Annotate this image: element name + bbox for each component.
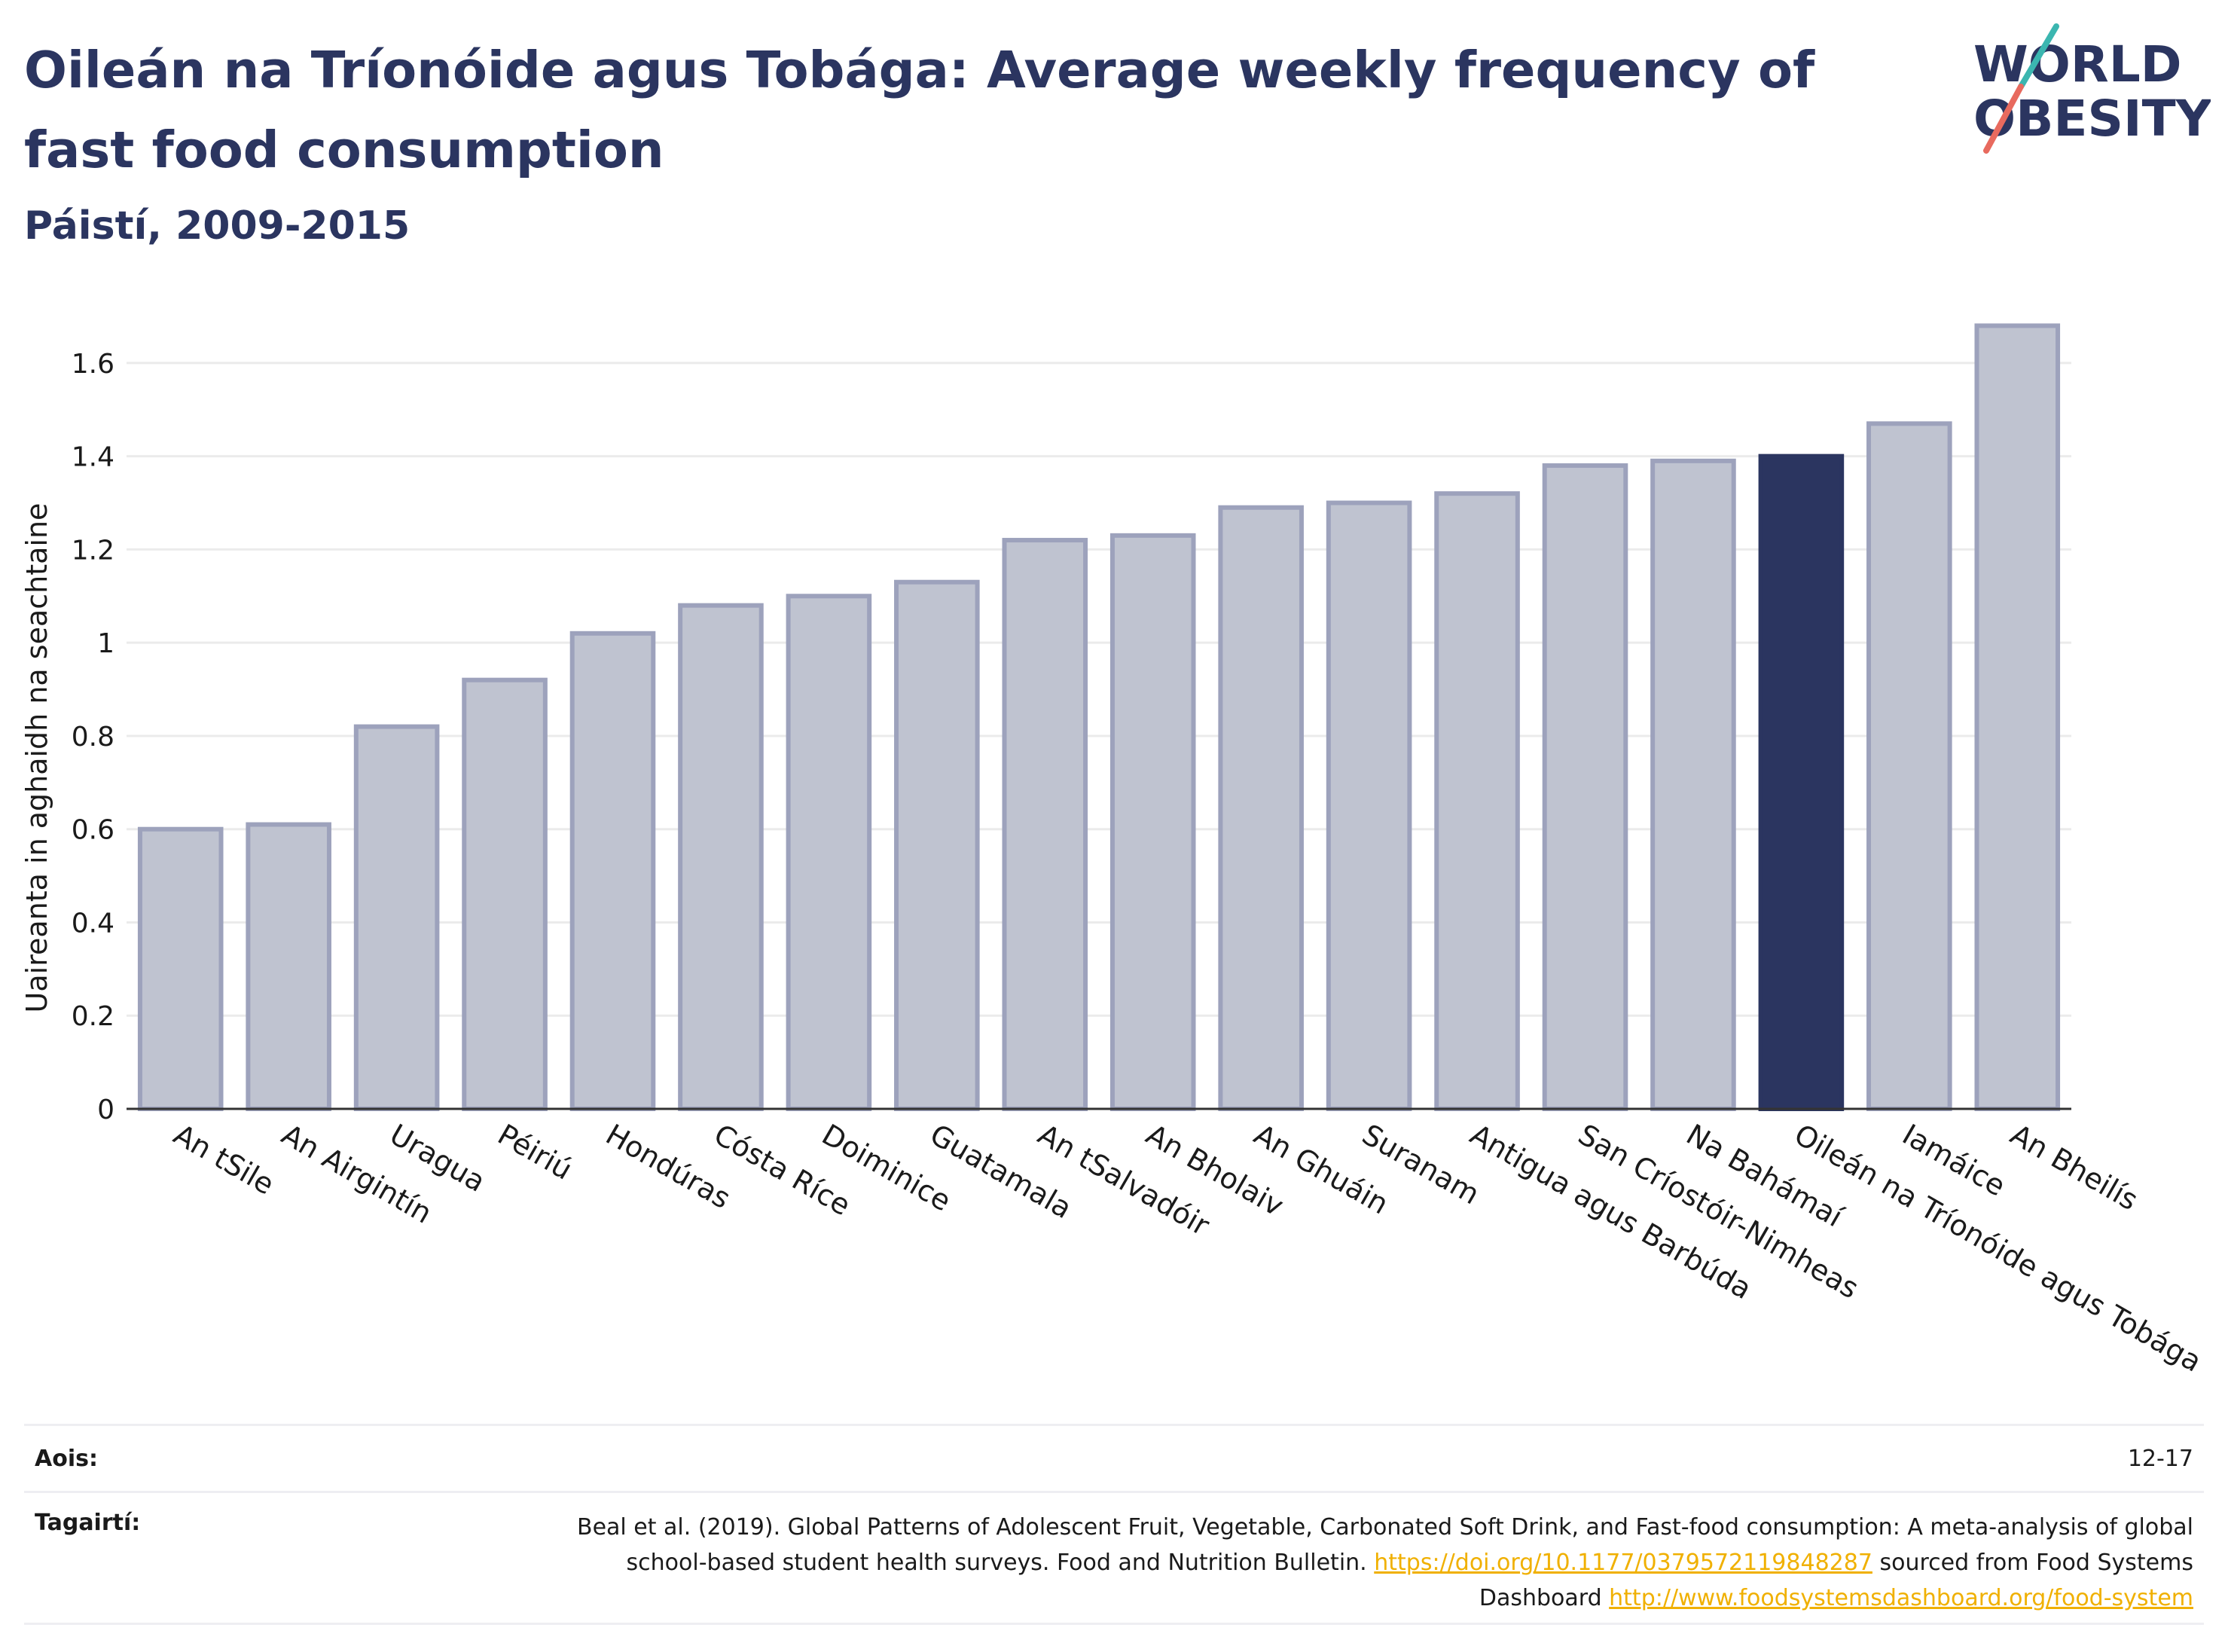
y-tick-label: 1.4	[72, 442, 114, 473]
bar[interactable]	[569, 631, 656, 1111]
bars	[137, 323, 2061, 1112]
x-tick-label: Oileán na Tríonóide agus Tobága	[1789, 1118, 2207, 1379]
bar[interactable]	[1326, 500, 1412, 1111]
y-axis-label: Uaireanta in aghaidh na seachtaine	[20, 503, 53, 1013]
references-label: Tagairtí:	[35, 1510, 141, 1536]
bar[interactable]	[1109, 533, 1196, 1111]
logo-line1: WORLD	[1973, 35, 2182, 93]
bar[interactable]	[894, 579, 980, 1111]
bar[interactable]	[1866, 421, 1952, 1111]
bar[interactable]	[678, 603, 764, 1111]
y-tick-label: 0.8	[72, 722, 114, 753]
bar[interactable]	[1650, 458, 1736, 1111]
reference-citation: Beal et al. (2019). Global Patterns of A…	[576, 1514, 2193, 1576]
footer-row-references: Tagairtí: Beal et al. (2019). Global Pat…	[24, 1491, 2204, 1625]
chart-title: Oileán na Tríonóide agus Tobága: Average…	[24, 41, 1815, 179]
world-obesity-logo: WORLD OBESITY	[1973, 23, 2211, 154]
footer-table: Aois: 12-17 Tagairtí: Beal et al. (2019)…	[24, 1424, 2204, 1625]
bar[interactable]	[246, 822, 331, 1112]
y-tick-label: 1.2	[72, 535, 114, 566]
x-tick-label: An tSile	[168, 1118, 279, 1202]
bar[interactable]	[1974, 323, 2061, 1111]
y-tick-label: 1.6	[72, 349, 114, 380]
y-tick-label: 0.6	[72, 815, 114, 846]
bar-highlighted[interactable]	[1758, 453, 1845, 1111]
gridlines	[127, 362, 2071, 1017]
bar[interactable]	[1218, 505, 1304, 1111]
references-text: Beal et al. (2019). Global Patterns of A…	[574, 1510, 2204, 1623]
y-tick-label: 1	[97, 628, 114, 659]
logo-slash-teal	[2018, 23, 2059, 90]
chart-subtitle: Páistí, 2009-2015	[24, 203, 411, 249]
y-axis-ticks: 0 0.2 0.4 0.6 0.8 1 1.2 1.4 1.6	[72, 349, 114, 1125]
dashboard-link[interactable]: http://www.foodsystemsdashboard.org/food…	[1609, 1585, 2193, 1611]
reference-source: sourced from Food Systems Dashboard	[1479, 1550, 2193, 1611]
bar[interactable]	[1002, 538, 1088, 1111]
bar[interactable]	[462, 677, 548, 1111]
logo-slash-coral	[1983, 84, 2024, 154]
doi-link[interactable]: https://doi.org/10.1177/0379572119848287	[1374, 1550, 1872, 1576]
bar[interactable]	[786, 594, 872, 1111]
bar[interactable]	[1434, 491, 1520, 1111]
age-label: Aois:	[35, 1445, 98, 1472]
y-tick-label: 0	[97, 1095, 114, 1125]
bar[interactable]	[137, 826, 224, 1112]
y-tick-label: 0.2	[72, 1001, 114, 1032]
x-tick-label: Péiriú	[493, 1118, 578, 1186]
bar[interactable]	[353, 724, 440, 1111]
bar[interactable]	[1542, 463, 1628, 1111]
y-tick-label: 0.4	[72, 908, 114, 939]
x-tick-label: An Bheilís	[2005, 1118, 2144, 1217]
age-value: 12-17	[2127, 1445, 2193, 1472]
footer-row-age: Aois: 12-17	[24, 1424, 2204, 1491]
